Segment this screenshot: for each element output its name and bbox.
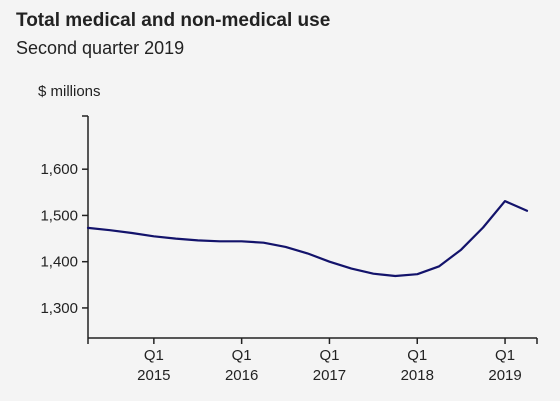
- data-point: [197, 239, 199, 241]
- x-tick-label-quarter: Q1: [319, 347, 339, 364]
- y-tick-label: 1,300: [40, 300, 78, 317]
- y-tick-label: 1,400: [40, 254, 78, 271]
- data-point: [482, 226, 484, 228]
- x-tick-label-year: 2018: [401, 367, 434, 384]
- x-axis: Q1 2015 Q1 2016 Q1 2017 Q1 2018 Q1 2019: [87, 337, 538, 384]
- data-point: [460, 248, 462, 250]
- data-point: [372, 273, 374, 275]
- x-tick-label-quarter: Q1: [407, 347, 427, 364]
- data-point: [416, 273, 418, 275]
- series-layer: [86, 200, 529, 278]
- data-point: [240, 240, 242, 242]
- y-tick-label: 1,500: [40, 207, 78, 224]
- x-tick-label-year: 2019: [488, 367, 521, 384]
- data-point: [284, 246, 286, 248]
- data-point: [504, 200, 506, 202]
- x-tick-label-year: 2015: [137, 367, 170, 384]
- data-point: [438, 265, 440, 267]
- x-tick-label-quarter: Q1: [495, 347, 515, 364]
- data-point: [131, 232, 133, 234]
- data-point: [306, 252, 308, 254]
- data-point: [87, 227, 89, 229]
- y-axis: 1,300 1,400 1,500 1,600: [40, 115, 89, 338]
- x-tick-label-quarter: Q1: [144, 347, 164, 364]
- chart-title: Total medical and non-medical use: [16, 10, 331, 31]
- data-point: [175, 237, 177, 239]
- x-tick-label-quarter: Q1: [232, 347, 252, 364]
- series-line: [86, 200, 529, 278]
- data-point: [328, 260, 330, 262]
- y-tick-label: 1,600: [40, 161, 78, 178]
- y-axis-unit-label: $ millions: [38, 83, 101, 100]
- data-point: [394, 275, 396, 277]
- x-tick-label-year: 2017: [313, 367, 346, 384]
- x-tick-label-year: 2016: [225, 367, 258, 384]
- data-point: [262, 242, 264, 244]
- data-point: [109, 229, 111, 231]
- data-point: [219, 240, 221, 242]
- data-point: [350, 267, 352, 269]
- chart-subtitle: Second quarter 2019: [16, 38, 185, 58]
- data-point: [153, 235, 155, 237]
- data-point: [526, 210, 528, 212]
